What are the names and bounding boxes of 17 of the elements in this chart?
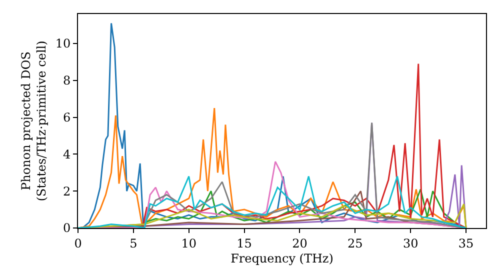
x-axis-title: Frequency (THz) — [230, 251, 334, 266]
x-tick-label: 30 — [402, 236, 418, 250]
y-tick-label: 8 — [62, 74, 71, 88]
y-tick-label: 10 — [55, 36, 71, 51]
y-tick-label: 6 — [62, 110, 71, 125]
x-tick-label: 35 — [458, 236, 474, 250]
y-tick-label: 0 — [62, 221, 71, 236]
x-tick-label: 10 — [181, 236, 197, 250]
y-axis-title: Phonon projected DOS (States/THz·primitive cell) — [19, 40, 49, 202]
x-tick-label: 15 — [236, 236, 252, 250]
y-tick-label: 2 — [62, 184, 71, 198]
line-series — [78, 176, 467, 228]
x-tick-label: 5 — [130, 236, 138, 250]
x-tick-label: 20 — [292, 236, 308, 250]
x-tick-label: 0 — [74, 236, 82, 250]
x-tick-label: 25 — [348, 236, 363, 250]
y-tick-label: 4 — [62, 147, 71, 162]
